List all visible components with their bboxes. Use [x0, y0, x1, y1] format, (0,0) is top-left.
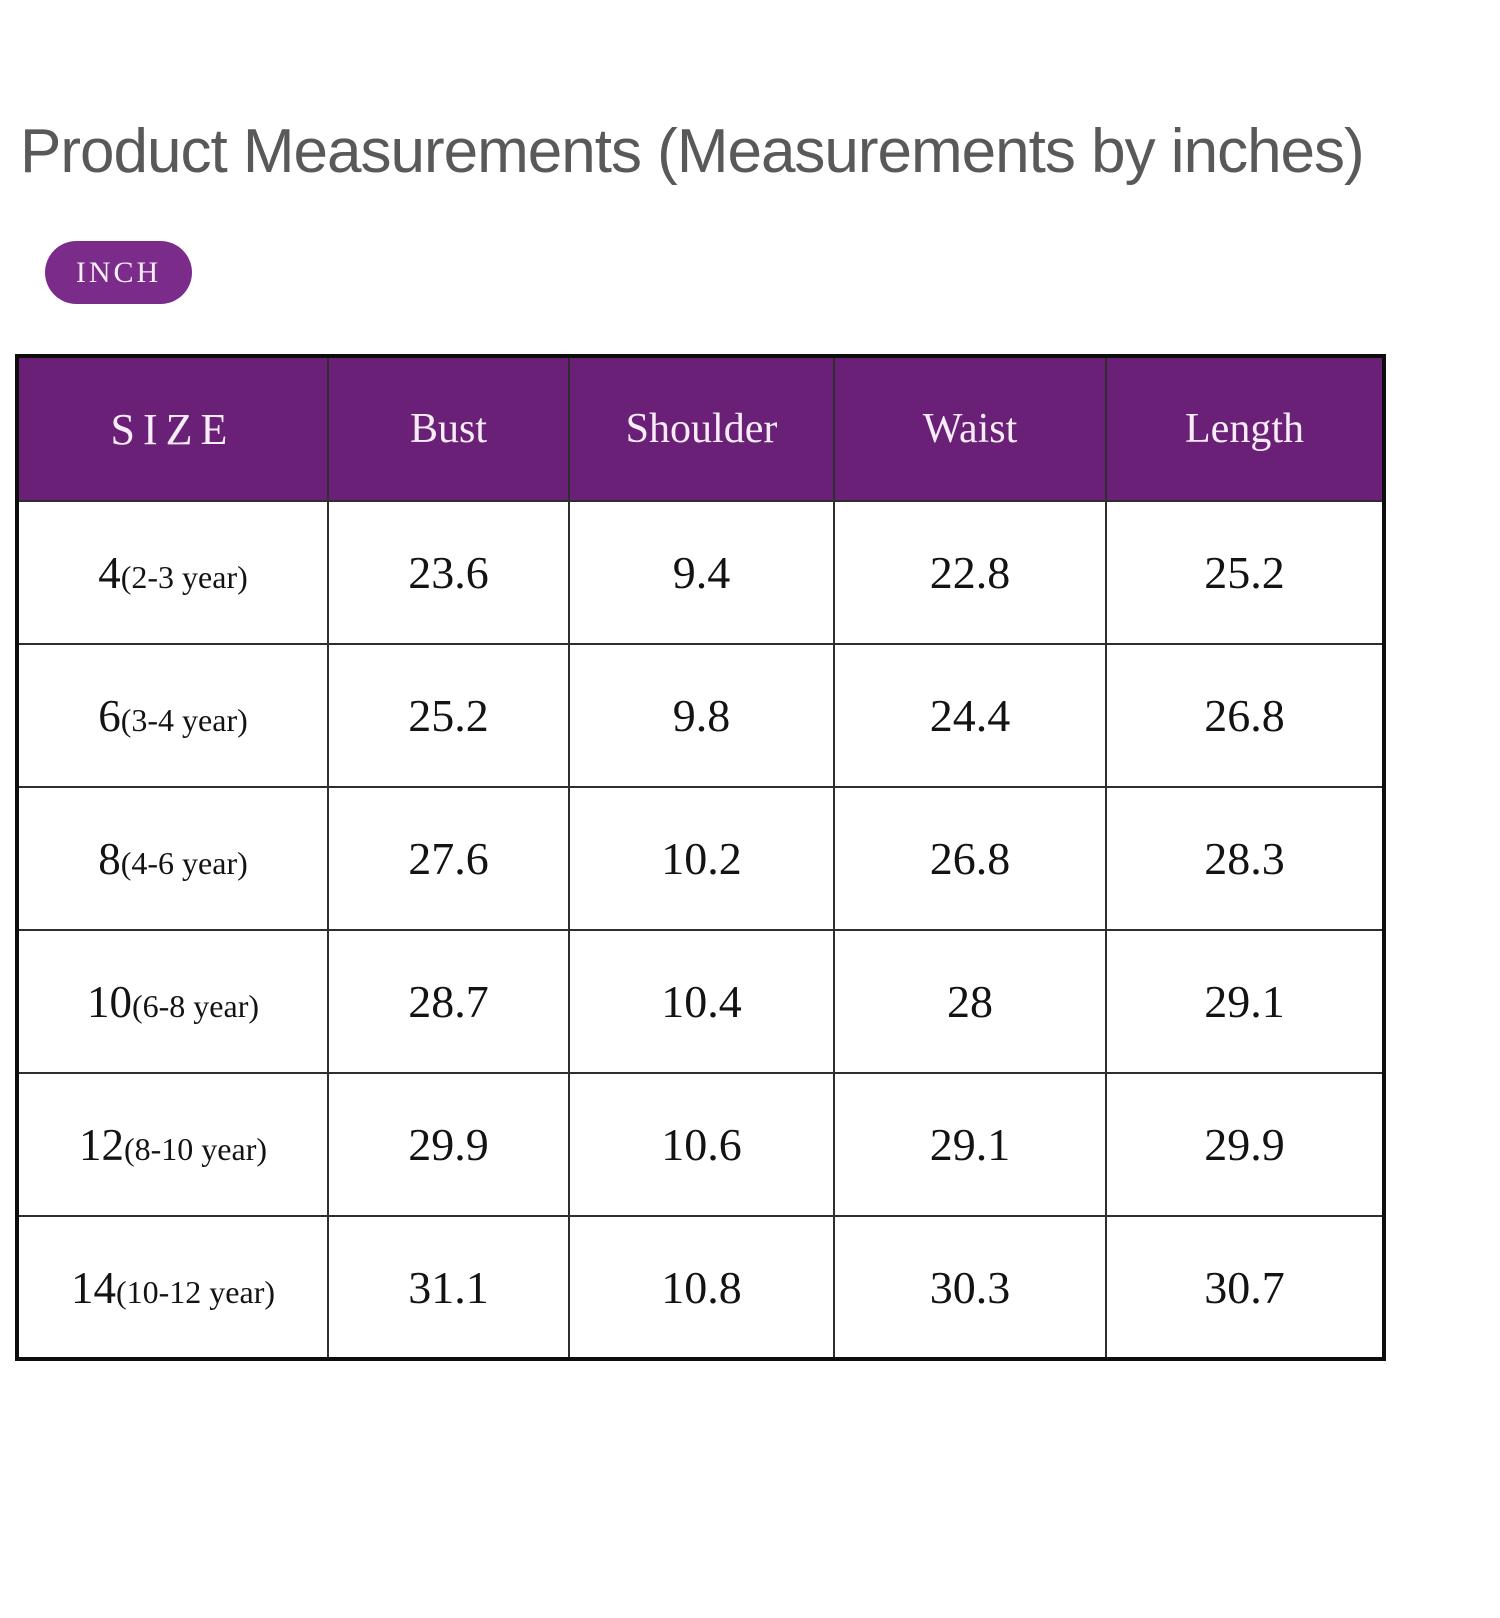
bust-value: 25.2 [327, 643, 570, 789]
shoulder-value: 10.4 [568, 929, 835, 1075]
size-age-range: (4-6 year) [120, 845, 248, 882]
size-value: 12 [78, 1120, 124, 1171]
size-label-cell: 10(6-8 year) [16, 929, 329, 1075]
inch-unit-badge[interactable]: INCH [45, 241, 192, 305]
size-age-range: (8-10 year) [123, 1131, 268, 1168]
size-label-cell: 6(3-4 year) [16, 643, 329, 789]
table-row: 10(6-8 year) 28.7 10.4 28 29.1 [16, 929, 1385, 1075]
column-header-size: SIZE [16, 355, 329, 503]
column-header-shoulder: Shoulder [568, 355, 835, 503]
size-chart-body: 4(2-3 year) 23.6 9.4 22.8 25.2 6(3-4 yea… [16, 500, 1385, 1361]
shoulder-value: 9.8 [568, 643, 835, 789]
table-row: 14(10-12 year) 31.1 10.8 30.3 30.7 [16, 1215, 1385, 1361]
size-value: 14 [70, 1262, 116, 1313]
table-row: 4(2-3 year) 23.6 9.4 22.8 25.2 [16, 500, 1385, 646]
length-value: 28.3 [1105, 786, 1385, 932]
shoulder-value: 10.6 [568, 1072, 835, 1218]
bust-value: 23.6 [327, 500, 570, 646]
column-header-waist: Waist [833, 355, 1107, 503]
length-value: 29.1 [1105, 929, 1385, 1075]
length-value: 25.2 [1105, 500, 1385, 646]
bust-value: 29.9 [327, 1072, 570, 1218]
header-row: SIZE Bust Shoulder Waist Length [16, 355, 1385, 503]
shoulder-value: 9.4 [568, 500, 835, 646]
shoulder-value: 10.8 [568, 1215, 835, 1361]
size-value: 4 [98, 548, 121, 599]
waist-value: 30.3 [833, 1215, 1107, 1361]
shoulder-value: 10.2 [568, 786, 835, 932]
size-label-cell: 12(8-10 year) [16, 1072, 329, 1218]
table-row: 12(8-10 year) 29.9 10.6 29.1 29.9 [16, 1072, 1385, 1218]
size-age-range: (6-8 year) [131, 988, 260, 1025]
size-label-cell: 8(4-6 year) [16, 786, 329, 932]
size-value: 6 [98, 691, 121, 742]
inch-unit-badge-label: INCH [75, 255, 162, 289]
size-age-range: (10-12 year) [115, 1273, 276, 1310]
bust-value: 27.6 [327, 786, 570, 932]
waist-value: 22.8 [833, 500, 1107, 646]
size-chart-header: SIZE Bust Shoulder Waist Length [16, 355, 1385, 503]
size-label-cell: 14(10-12 year) [16, 1215, 329, 1361]
bust-value: 28.7 [327, 929, 570, 1075]
waist-value: 28 [833, 929, 1107, 1075]
waist-value: 26.8 [833, 786, 1107, 932]
waist-value: 24.4 [833, 643, 1107, 789]
size-value: 10 [86, 977, 132, 1028]
size-chart-table: SIZE Bust Shoulder Waist Length 4(2-3 ye… [15, 354, 1386, 1362]
column-header-bust: Bust [327, 355, 570, 503]
bust-value: 31.1 [327, 1215, 570, 1361]
length-value: 26.8 [1105, 643, 1385, 789]
length-value: 30.7 [1105, 1215, 1385, 1361]
length-value: 29.9 [1105, 1072, 1385, 1218]
waist-value: 29.1 [833, 1072, 1107, 1218]
size-age-range: (2-3 year) [120, 559, 248, 596]
table-row: 6(3-4 year) 25.2 9.8 24.4 26.8 [16, 643, 1385, 789]
size-label-cell: 4(2-3 year) [16, 500, 329, 646]
size-age-range: (3-4 year) [120, 702, 248, 739]
page-title: Product Measurements (Measurements by in… [20, 117, 1365, 186]
table-row: 8(4-6 year) 27.6 10.2 26.8 28.3 [16, 786, 1385, 932]
column-header-length: Length [1105, 355, 1385, 503]
size-value: 8 [98, 834, 121, 885]
